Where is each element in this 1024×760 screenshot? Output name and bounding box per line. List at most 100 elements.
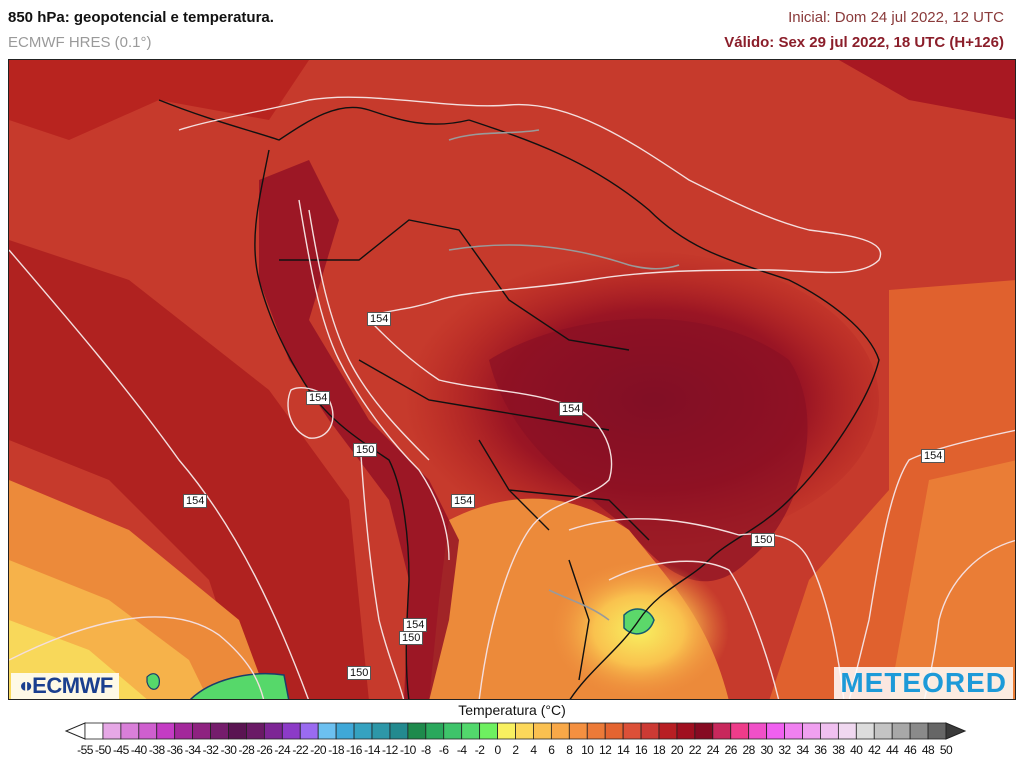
legend-swatch: [748, 722, 768, 740]
ecmwf-logo: ◖◗ ECMWF: [11, 673, 119, 699]
legend-swatch: [712, 722, 732, 740]
legend-swatch: [299, 722, 319, 740]
legend-tick-label: 24: [706, 743, 720, 757]
legend-swatch: [837, 722, 857, 740]
legend-tick-label: 2: [512, 743, 519, 757]
legend-swatch: [586, 722, 606, 740]
coastline: [158, 99, 880, 699]
legend-swatch: [281, 722, 301, 740]
legend-over-arrow: [945, 722, 967, 740]
initial-time: Inicial: Dom 24 jul 2022, 12 UTC: [788, 9, 1004, 26]
temperature-field: [9, 60, 1015, 699]
legend-swatch: [263, 722, 283, 740]
legend-swatch: [640, 722, 660, 740]
legend-tick-label: -8: [420, 743, 431, 757]
legend-swatch: [820, 722, 839, 740]
legend-swatch: [461, 722, 481, 740]
legend-swatch: [855, 722, 875, 740]
legend-tick-label: 36: [814, 743, 827, 757]
meteored-logo: METEORED: [834, 667, 1013, 699]
legend-tick-label: 34: [796, 743, 809, 757]
legend-tick-label: -4: [456, 743, 467, 757]
model-subtitle: ECMWF HRES (0.1°): [8, 34, 152, 51]
legend-swatch: [604, 722, 624, 740]
contour-label: 154: [921, 449, 946, 463]
legend-tick-label: -45: [112, 743, 129, 757]
legend-tick-label: 22: [688, 743, 702, 757]
color-scale-bar: [64, 722, 967, 740]
ecmwf-logo-icon: ◖◗: [17, 674, 35, 697]
geopotential-contours: [9, 96, 1015, 699]
legend-swatch: [335, 722, 355, 740]
legend-swatch: [389, 722, 409, 740]
legend-swatch: [730, 722, 750, 740]
legend-tick-label: -6: [438, 743, 449, 757]
contour-label: 150: [399, 631, 424, 645]
legend-swatch: [353, 722, 373, 740]
legend-tick-label: -36: [166, 743, 183, 757]
legend-tick-label: -50: [95, 743, 111, 757]
legend-swatch: [192, 722, 211, 740]
legend-swatch: [891, 722, 911, 740]
legend-tick-labels: -55 -50 -45 -40 -38 -36 -34 -32 -30 -28 -26 -24 -22-…: [0, 743, 1024, 757]
legend-tick-label: 14: [616, 743, 630, 757]
contour-label: 154: [306, 391, 331, 405]
contour-label: 150: [347, 666, 372, 680]
legend-tick-label: 38: [832, 743, 845, 757]
legend-swatch: [550, 722, 570, 740]
legend-tick-label: -28: [238, 743, 255, 757]
legend-swatch: [766, 722, 785, 740]
legend-swatch: [622, 722, 642, 740]
legend-tick-label: -14: [364, 743, 380, 757]
legend-swatch: [658, 722, 678, 740]
legend-tick-label: 30: [760, 743, 773, 757]
legend-swatch: [497, 722, 516, 740]
weather-map[interactable]: 154 154 150 154 154 154 154 150 154 150 …: [8, 59, 1016, 700]
legend-swatch: [102, 722, 122, 740]
contour-label: 150: [751, 533, 776, 547]
legend-swatch: [138, 722, 158, 740]
legend-tick-label: 6: [548, 743, 555, 757]
legend-tick-label: -16: [346, 743, 362, 757]
legend-under-arrow: [64, 722, 86, 740]
contour-label: 150: [353, 443, 378, 457]
legend-swatch: [515, 722, 534, 740]
legend-tick-label: -18: [328, 743, 345, 757]
valid-time: Válido: Sex 29 jul 2022, 18 UTC (H+126): [724, 34, 1004, 51]
legend-title: Temperatura (°C): [458, 702, 566, 718]
contour-label: 154: [183, 494, 208, 508]
legend-tick-label: 28: [742, 743, 756, 757]
contour-label: 154: [559, 402, 584, 416]
legend-tick-label: -40: [130, 743, 147, 757]
legend-tick-label: -38: [148, 743, 165, 757]
chart-title: 850 hPa: geopotencial e temperatura.: [8, 9, 274, 26]
legend-tick-label: 10: [581, 743, 594, 757]
contour-label: 154: [451, 494, 476, 508]
legend-swatch: [568, 722, 588, 740]
legend-tick-label: 16: [634, 743, 648, 757]
legend-swatch: [228, 722, 247, 740]
legend-tick-label: -22: [292, 743, 309, 757]
legend-swatch: [210, 722, 229, 740]
legend-tick-label: 46: [903, 743, 917, 757]
legend-tick-label: 32: [778, 743, 791, 757]
legend-swatch: [425, 722, 445, 740]
legend-tick-label: -30: [220, 743, 237, 757]
legend-tick-label: -55: [77, 743, 93, 757]
legend-tick-label: 50: [939, 743, 953, 757]
legend-tick-label: -12: [382, 743, 398, 757]
legend-tick-label: 4: [530, 743, 537, 757]
legend-swatch: [927, 722, 947, 740]
legend-swatch: [246, 722, 265, 740]
legend-swatch: [802, 722, 821, 740]
legend-swatch: [694, 722, 714, 740]
ecmwf-logo-text: ECMWF: [32, 673, 113, 698]
legend-swatch: [676, 722, 696, 740]
legend-tick-label: 42: [868, 743, 881, 757]
legend-tick-label: 44: [886, 743, 899, 757]
legend-tick-label: 18: [652, 743, 666, 757]
legend-tick-label: 48: [921, 743, 935, 757]
legend-tick-label: -20: [310, 743, 327, 757]
legend-swatch: [317, 722, 337, 740]
legend-tick-label: 12: [599, 743, 612, 757]
